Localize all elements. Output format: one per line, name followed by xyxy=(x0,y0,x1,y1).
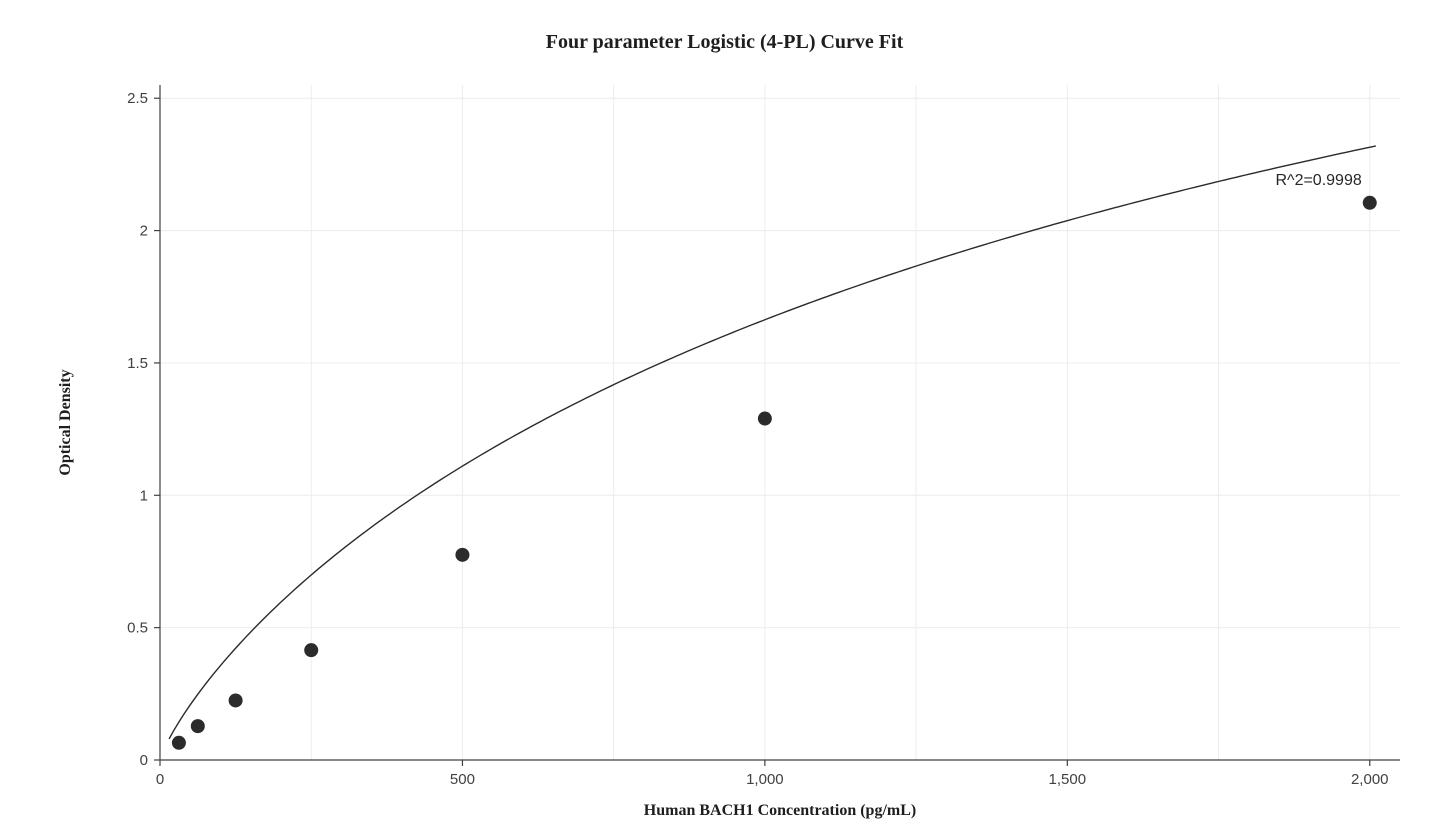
chart-title: Four parameter Logistic (4-PL) Curve Fit xyxy=(546,31,904,53)
curve-fit-chart: 0 500 1,000 1,500 2,000 0 0.5 1 1.5 2 2.5 Four para… xyxy=(0,0,1449,840)
r-squared-annotation: R^2=0.9998 xyxy=(1276,172,1362,189)
data-point xyxy=(229,693,243,707)
data-point xyxy=(304,643,318,657)
y-tick-label: 2 xyxy=(140,223,148,240)
data-point xyxy=(758,412,772,426)
data-point xyxy=(172,736,186,750)
y-tick-label: 0.5 xyxy=(127,620,148,637)
chart-background xyxy=(0,0,1449,840)
x-tick-label: 1,000 xyxy=(746,771,784,788)
x-axis-label: Human BACH1 Concentration (pg/mL) xyxy=(644,802,916,819)
y-tick-label: 2.5 xyxy=(127,90,148,107)
y-tick-label: 0 xyxy=(140,752,148,769)
y-tick-label: 1 xyxy=(140,487,148,504)
chart-container: 0 500 1,000 1,500 2,000 0 0.5 1 1.5 2 2.5 Four para… xyxy=(0,0,1449,840)
data-point xyxy=(191,719,205,733)
y-tick-label: 1.5 xyxy=(127,355,148,372)
x-tick-label: 500 xyxy=(450,771,475,788)
y-axis-label: Optical Density xyxy=(57,369,74,475)
x-tick-label: 1,500 xyxy=(1049,771,1087,788)
x-tick-label: 2,000 xyxy=(1351,771,1389,788)
data-point xyxy=(1363,196,1377,210)
x-tick-label: 0 xyxy=(156,771,164,788)
data-point xyxy=(455,548,469,562)
